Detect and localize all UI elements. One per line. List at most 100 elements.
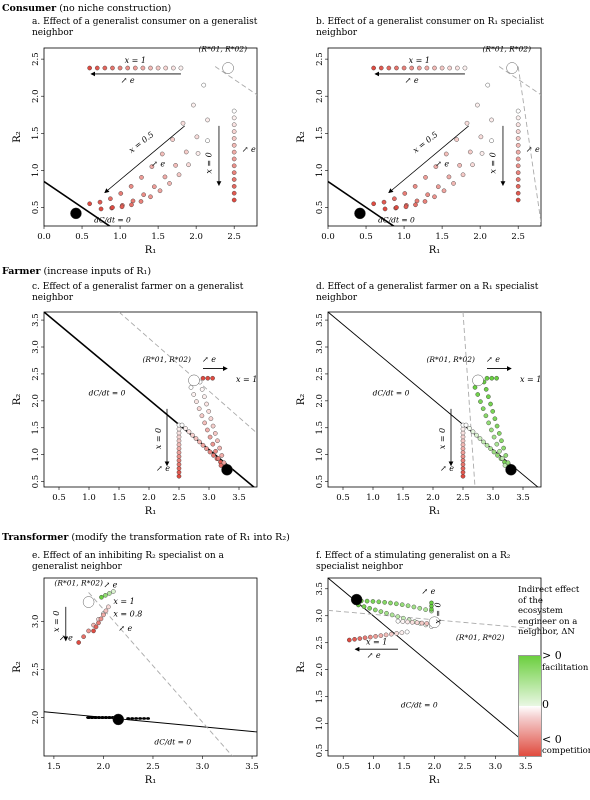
data-point	[176, 430, 182, 436]
y-tick-label: 1.5	[31, 421, 41, 435]
data-point	[486, 394, 491, 399]
y-tick-label: 3.5	[315, 313, 325, 327]
data-point	[499, 456, 505, 461]
data-point	[87, 201, 92, 207]
annotation: ↗ e	[121, 76, 135, 85]
data-point	[378, 633, 384, 638]
y-tick-label: 2.0	[315, 89, 325, 103]
data-point	[176, 446, 182, 451]
y-tick-label: 0.5	[315, 475, 325, 489]
panel-title-c: c. Effect of a generalist farmer on a ge…	[32, 282, 244, 303]
supply-point	[222, 62, 234, 74]
data-point	[162, 174, 168, 180]
data-point	[96, 620, 101, 626]
data-point	[125, 65, 130, 71]
data-point	[176, 458, 182, 463]
x-tick-label: 1.0	[366, 493, 380, 503]
data-point	[213, 448, 218, 454]
data-point	[486, 420, 491, 426]
data-point	[417, 605, 423, 611]
x-axis-label: R₁	[429, 506, 441, 517]
y-axis-label: R₂	[296, 661, 307, 673]
data-point	[176, 442, 182, 448]
annotation: (R*01, R*02)	[199, 45, 248, 54]
x-tick-label: 1.0	[367, 762, 381, 772]
data-point	[399, 630, 405, 635]
data-point	[481, 439, 486, 445]
annotation: dC/dt = 0	[154, 737, 191, 746]
data-point	[411, 604, 417, 610]
x-tick-label: 1.5	[47, 762, 61, 772]
data-point	[460, 442, 466, 448]
legend-neg-desc: competition	[542, 746, 590, 756]
data-point	[484, 442, 490, 448]
data-point	[142, 717, 147, 720]
y-tick-label: 3.0	[315, 340, 325, 354]
data-point	[205, 427, 210, 433]
panel-b-frame	[327, 47, 542, 227]
data-point	[483, 413, 489, 419]
data-point	[515, 197, 521, 203]
section-transformer: Transformer (modify the transformation r…	[2, 532, 290, 543]
y-tick-label: 2.0	[315, 394, 325, 408]
data-point	[388, 600, 393, 606]
data-point	[460, 473, 466, 479]
supply-dashed-line	[517, 66, 541, 223]
data-point	[515, 170, 521, 175]
annotation: dC/dt = 0	[378, 215, 415, 224]
data-point	[441, 188, 447, 194]
panel-title-a: a. Effect of a generalist consumer on a …	[32, 17, 258, 38]
data-point	[416, 65, 422, 71]
data-point	[470, 429, 476, 435]
x-tick-label: 3.5	[516, 493, 530, 503]
data-point	[217, 445, 222, 451]
data-point	[372, 607, 378, 613]
x-tick-label: 1.5	[396, 493, 410, 503]
data-point	[108, 196, 113, 202]
data-point	[204, 401, 209, 407]
data-point	[215, 456, 221, 461]
y-tick-label: 0.5	[31, 475, 41, 489]
y-tick-label: 0.5	[31, 201, 41, 215]
x-tick-label: 0.5	[75, 232, 89, 242]
data-point	[392, 196, 397, 202]
data-point	[106, 604, 111, 610]
data-point	[488, 401, 493, 407]
data-point	[117, 65, 123, 71]
data-point	[368, 634, 373, 640]
data-point	[99, 594, 104, 600]
data-point	[409, 65, 414, 71]
x-tick-label: 0.0	[37, 232, 51, 242]
data-point	[489, 427, 494, 433]
data-point	[118, 191, 124, 196]
panel-e-frame	[43, 577, 258, 757]
data-point	[231, 163, 237, 169]
data-point	[462, 65, 468, 71]
data-point	[193, 436, 199, 441]
data-point	[231, 184, 237, 189]
annotation: dC/dt = 0	[89, 388, 126, 397]
data-point	[149, 164, 155, 169]
data-point	[231, 108, 237, 114]
annotation: x = 1	[113, 597, 134, 606]
data-point	[176, 450, 182, 455]
data-point	[371, 201, 376, 207]
data-point	[422, 199, 428, 204]
data-point	[515, 149, 521, 155]
data-point	[148, 194, 153, 200]
data-point	[463, 422, 469, 428]
x-axis-label: R₁	[145, 775, 157, 786]
equilibrium-point	[505, 464, 517, 476]
data-point	[378, 65, 384, 71]
annotation: dC/dt = 0	[373, 388, 410, 397]
data-point	[460, 454, 466, 459]
data-point	[130, 717, 135, 720]
data-point	[176, 172, 182, 178]
data-point	[383, 632, 389, 638]
panel-d-frame	[327, 311, 542, 488]
x-tick-label: 2.5	[458, 762, 472, 772]
data-point	[384, 610, 389, 616]
data-point	[499, 438, 504, 444]
data-point	[467, 149, 473, 155]
data-point	[231, 170, 237, 175]
